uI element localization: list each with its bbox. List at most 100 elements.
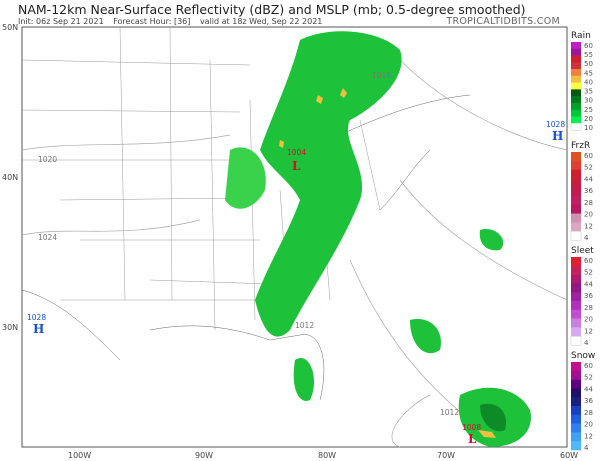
lat-labels: 50N 40N 30N bbox=[2, 23, 18, 332]
legend-tick: 28 bbox=[584, 409, 593, 417]
low-marker: L bbox=[292, 159, 301, 173]
legend-swatch bbox=[571, 75, 581, 83]
map-title: NAM-12km Near-Surface Reflectivity (dBZ)… bbox=[18, 2, 526, 17]
pressure-centers: 1028 H 1004 L 1028 H 1008 L bbox=[27, 120, 565, 446]
legend-tick: 12 bbox=[584, 432, 593, 440]
legend-tick: 28 bbox=[584, 304, 593, 312]
legend-tick: 52 bbox=[584, 269, 593, 277]
high-marker: H bbox=[33, 322, 44, 336]
legend-swatch bbox=[571, 116, 581, 124]
lat-label: 40N bbox=[2, 173, 18, 182]
lat-label: 50N bbox=[2, 23, 18, 32]
legend-swatch bbox=[571, 397, 581, 407]
legend-tick: 20 bbox=[584, 421, 593, 429]
high-marker: H bbox=[552, 129, 563, 143]
legend-swatch bbox=[571, 432, 581, 442]
legend-swatch bbox=[571, 414, 581, 424]
legend-swatch bbox=[571, 102, 581, 110]
lon-label: 90W bbox=[195, 451, 213, 460]
legend-swatch bbox=[571, 362, 581, 372]
legend-swatch bbox=[571, 109, 581, 117]
legend-swatch bbox=[571, 406, 581, 416]
legend-tick: 30 bbox=[584, 97, 593, 105]
high-value: 1028 bbox=[546, 120, 565, 129]
legend-swatch bbox=[571, 89, 581, 97]
init-time: Init: 06z Sep 21 2021 bbox=[18, 17, 104, 26]
legend-swatch bbox=[571, 160, 581, 170]
legend-swatch bbox=[570, 230, 582, 241]
legend-title-snow: Snow bbox=[571, 351, 595, 361]
legend-swatch bbox=[571, 48, 581, 56]
legend-tick: 40 bbox=[584, 78, 593, 86]
legend-tick: 44 bbox=[584, 385, 593, 393]
legend-swatch bbox=[570, 123, 582, 131]
legend-tick: 36 bbox=[584, 397, 593, 405]
legend-tick: 60 bbox=[584, 152, 593, 160]
isobar-labels: 1020 1016 1024 1012 1012 bbox=[38, 71, 459, 417]
high-value: 1028 bbox=[27, 313, 46, 322]
legend-swatch bbox=[571, 441, 581, 451]
legend-tick: 50 bbox=[584, 60, 593, 68]
legend-tick: 60 bbox=[584, 362, 593, 370]
legend-tick: 52 bbox=[584, 164, 593, 172]
isobar-label: 1016 bbox=[372, 71, 391, 80]
legend-swatch bbox=[571, 379, 581, 389]
legend-tick: 60 bbox=[584, 42, 593, 50]
legend-swatch bbox=[571, 55, 581, 63]
precipitation bbox=[225, 31, 531, 447]
legend-swatch bbox=[571, 370, 581, 380]
brand-watermark: TROPICALTIDBITS.COM bbox=[446, 16, 560, 27]
legend-swatch bbox=[571, 213, 581, 223]
isobars bbox=[21, 59, 568, 448]
legend-swatch bbox=[571, 309, 581, 319]
legend-swatch bbox=[571, 196, 581, 206]
isobar-label: 1012 bbox=[295, 321, 314, 330]
legend-swatch bbox=[571, 327, 581, 337]
legend-tick: 20 bbox=[584, 316, 593, 324]
isobar-label: 1020 bbox=[38, 155, 57, 164]
legend-swatch bbox=[571, 257, 581, 267]
isobar-label: 1024 bbox=[38, 233, 57, 242]
legend-swatch bbox=[571, 301, 581, 311]
low-value: 1004 bbox=[287, 148, 306, 157]
legend-swatch bbox=[571, 96, 581, 104]
legend-swatch bbox=[571, 204, 581, 214]
lon-label: 70W bbox=[437, 451, 455, 460]
legend-tick: 28 bbox=[584, 199, 593, 207]
legend-swatch bbox=[571, 62, 581, 70]
legend-swatch bbox=[571, 42, 581, 50]
legend-tick: 25 bbox=[584, 106, 593, 114]
isobar-label: 1012 bbox=[440, 408, 459, 417]
legend-swatch bbox=[571, 169, 581, 179]
legend: Rain60555045403530252010FrzR605244362820… bbox=[570, 31, 595, 452]
legend-swatch bbox=[570, 336, 582, 346]
legend-swatch bbox=[571, 187, 581, 197]
lon-label: 60W bbox=[560, 451, 578, 460]
legend-swatch bbox=[571, 69, 581, 77]
legend-swatch bbox=[571, 265, 581, 275]
legend-tick: 20 bbox=[584, 115, 593, 123]
legend-tick: 44 bbox=[584, 280, 593, 288]
legend-swatch bbox=[571, 178, 581, 188]
legend-tick: 12 bbox=[584, 222, 593, 230]
legend-tick: 12 bbox=[584, 327, 593, 335]
legend-swatch bbox=[571, 318, 581, 328]
legend-swatch bbox=[571, 283, 581, 293]
legend-tick: 60 bbox=[584, 257, 593, 265]
legend-tick: 4 bbox=[584, 234, 589, 242]
lon-label: 100W bbox=[68, 451, 91, 460]
legend-tick: 52 bbox=[584, 374, 593, 382]
legend-tick: 10 bbox=[584, 124, 593, 132]
legend-title-sleet: Sleet bbox=[571, 246, 594, 256]
legend-tick: 35 bbox=[584, 88, 593, 96]
legend-swatch bbox=[571, 274, 581, 284]
low-marker: L bbox=[468, 432, 477, 446]
forecast-hour: Forecast Hour: [36] bbox=[113, 17, 191, 26]
legend-swatch bbox=[571, 152, 581, 162]
legend-title-frzr: FrzR bbox=[571, 141, 590, 151]
legend-swatch bbox=[571, 82, 581, 90]
legend-tick: 20 bbox=[584, 211, 593, 219]
lon-label: 80W bbox=[318, 451, 336, 460]
legend-tick: 36 bbox=[584, 187, 593, 195]
